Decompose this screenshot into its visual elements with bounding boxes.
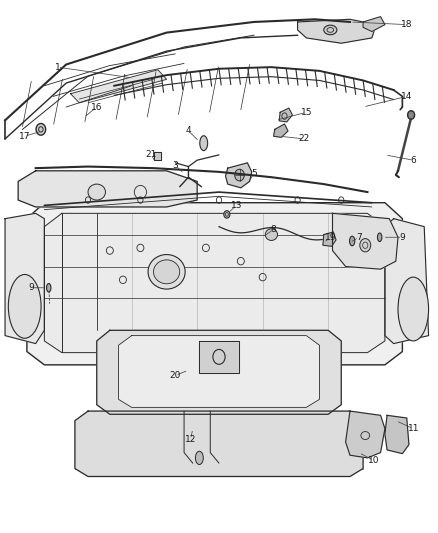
Polygon shape bbox=[154, 152, 161, 160]
Polygon shape bbox=[199, 341, 239, 373]
Ellipse shape bbox=[200, 136, 208, 151]
Text: 7: 7 bbox=[356, 233, 362, 242]
Text: 8: 8 bbox=[271, 225, 276, 234]
Text: 20: 20 bbox=[170, 371, 181, 380]
Polygon shape bbox=[119, 336, 319, 407]
Polygon shape bbox=[332, 213, 398, 269]
Text: 4: 4 bbox=[186, 126, 191, 135]
Text: 12: 12 bbox=[185, 435, 196, 444]
Polygon shape bbox=[5, 213, 44, 344]
Polygon shape bbox=[97, 330, 341, 414]
Polygon shape bbox=[385, 415, 409, 454]
Ellipse shape bbox=[88, 184, 106, 200]
Text: 3: 3 bbox=[173, 161, 178, 170]
Ellipse shape bbox=[46, 284, 51, 292]
Text: 21: 21 bbox=[146, 150, 157, 159]
Text: 13: 13 bbox=[231, 201, 242, 210]
Polygon shape bbox=[323, 232, 336, 246]
Text: 11: 11 bbox=[407, 424, 419, 433]
Ellipse shape bbox=[265, 229, 278, 240]
Polygon shape bbox=[297, 19, 376, 43]
Ellipse shape bbox=[350, 236, 355, 246]
Polygon shape bbox=[44, 213, 385, 353]
Ellipse shape bbox=[153, 260, 180, 284]
Text: 9: 9 bbox=[399, 233, 405, 242]
Polygon shape bbox=[385, 219, 428, 344]
Ellipse shape bbox=[224, 211, 230, 218]
Polygon shape bbox=[18, 171, 197, 207]
Text: 15: 15 bbox=[300, 108, 312, 117]
Polygon shape bbox=[226, 163, 252, 188]
Ellipse shape bbox=[360, 239, 371, 252]
Polygon shape bbox=[346, 411, 385, 458]
Polygon shape bbox=[75, 411, 363, 477]
Ellipse shape bbox=[235, 169, 244, 181]
Text: 18: 18 bbox=[401, 20, 413, 29]
Ellipse shape bbox=[408, 111, 415, 119]
Ellipse shape bbox=[8, 274, 41, 338]
Polygon shape bbox=[71, 70, 166, 103]
Text: 16: 16 bbox=[91, 102, 102, 111]
Text: 5: 5 bbox=[251, 169, 257, 178]
Text: 9: 9 bbox=[28, 283, 34, 292]
Text: 6: 6 bbox=[410, 156, 416, 165]
Polygon shape bbox=[279, 108, 292, 122]
Polygon shape bbox=[274, 124, 288, 138]
Ellipse shape bbox=[148, 255, 185, 289]
Text: 17: 17 bbox=[19, 132, 31, 141]
Text: 22: 22 bbox=[299, 134, 310, 143]
Ellipse shape bbox=[195, 451, 203, 465]
Ellipse shape bbox=[36, 124, 46, 135]
Text: 10: 10 bbox=[368, 456, 380, 465]
Polygon shape bbox=[27, 203, 403, 365]
Text: 1: 1 bbox=[55, 63, 60, 71]
Text: 14: 14 bbox=[401, 92, 413, 101]
Polygon shape bbox=[363, 17, 385, 31]
Ellipse shape bbox=[324, 25, 337, 35]
Text: 19: 19 bbox=[325, 233, 336, 242]
Ellipse shape bbox=[398, 277, 428, 341]
Ellipse shape bbox=[378, 233, 382, 241]
